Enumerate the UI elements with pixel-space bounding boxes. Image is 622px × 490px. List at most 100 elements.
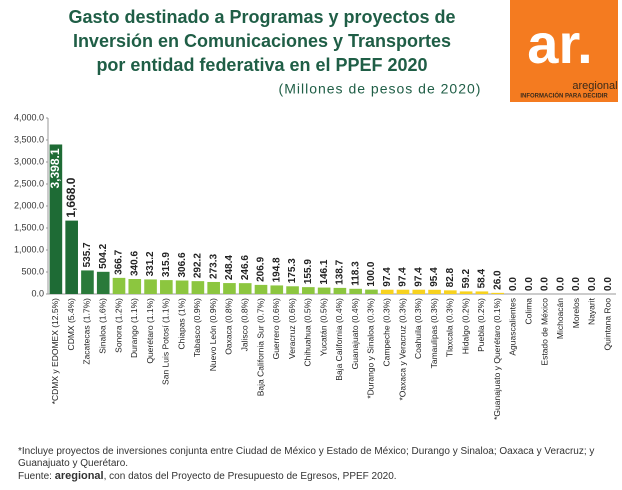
x-tick-label: Jalisco (0.8%) <box>239 298 249 352</box>
value-label: 82.8 <box>445 267 456 287</box>
value-label: 292.2 <box>193 253 204 278</box>
x-tick-label: San Luis Potosí (1.1%) <box>161 298 171 385</box>
value-label: 118.3 <box>350 261 361 286</box>
x-tick-label: *Durango y Sinaloa (0.3%) <box>366 298 376 399</box>
value-label: 97.4 <box>413 267 424 287</box>
logo-mark: ar. <box>527 12 592 75</box>
value-label: 0.0 <box>508 277 519 291</box>
bar <box>459 291 473 294</box>
source: Fuente: aregional, con datos del Proyect… <box>18 470 616 483</box>
bar <box>475 291 489 294</box>
y-tick-label: 2,000.0 <box>14 200 44 210</box>
x-tick-label: Quintana Roo <box>602 298 612 351</box>
value-label: 246.6 <box>240 255 251 280</box>
bar <box>444 290 457 294</box>
bar <box>96 271 110 294</box>
bar <box>160 280 173 294</box>
x-tick-label: Tabasco (0.9%) <box>192 298 202 357</box>
x-tick-label: Nayarit <box>587 297 597 325</box>
value-label: 248.4 <box>224 255 235 280</box>
x-tick-label: Chihuahua (0.5%) <box>303 298 313 367</box>
bar <box>270 285 284 294</box>
bar <box>286 286 299 294</box>
bar <box>81 270 94 294</box>
x-tick-label: Aguascalientes <box>508 298 518 356</box>
y-tick-label: 2,500.0 <box>14 178 44 188</box>
source-rest: , con datos del Proyecto de Presupuesto … <box>103 471 397 482</box>
x-tick-label: Sinaloa (1.6%) <box>97 298 107 354</box>
bar <box>333 287 347 294</box>
value-label: 0.0 <box>524 277 535 291</box>
value-label: 0.0 <box>603 277 614 291</box>
x-tick-label: Chiapas (1%) <box>176 298 186 350</box>
bar <box>207 281 220 294</box>
x-tick-label: Hidalgo (0.2%) <box>460 298 470 354</box>
bar <box>302 287 315 294</box>
x-tick-label: Tamaulipas (0.3%) <box>429 298 439 369</box>
x-tick-label: Durango (1.1%) <box>129 298 139 358</box>
bar <box>238 283 252 294</box>
bar <box>254 284 268 294</box>
x-tick-label: Tlaxcala (0.3%) <box>445 298 455 357</box>
y-tick-label: 4,000.0 <box>14 112 44 122</box>
value-label: 306.6 <box>177 252 188 277</box>
y-tick-label: 0.0 <box>31 288 44 298</box>
x-tick-label: Michoacán <box>555 298 565 339</box>
x-tick-label: Guanajuato (0.4%) <box>350 298 360 370</box>
bar <box>396 289 410 294</box>
x-tick-label: Baja California Sur (0.7%) <box>255 298 265 396</box>
value-label: 100.0 <box>366 261 377 286</box>
value-label: 3,398.1 <box>48 148 62 188</box>
value-label: 155.9 <box>303 259 314 284</box>
bar <box>223 283 236 294</box>
bar <box>428 289 441 294</box>
y-tick-label: 1,000.0 <box>14 244 44 254</box>
footnote-block: *Incluye proyectos de inversiones conjun… <box>18 446 616 483</box>
bar <box>49 144 63 294</box>
x-tick-label: Colima <box>523 298 533 325</box>
y-tick-label: 500.0 <box>21 266 44 276</box>
chart-title: Gasto destinado a Programas y proyectos … <box>68 7 455 27</box>
x-tick-label: Guerrero (0.6%) <box>271 298 281 360</box>
value-label: 0.0 <box>587 277 598 291</box>
value-label: 95.4 <box>429 267 440 287</box>
y-tick-label: 1,500.0 <box>14 222 44 232</box>
value-label: 315.9 <box>161 252 172 277</box>
x-tick-label: *Oaxaca y Veracruz (0.3%) <box>397 298 407 401</box>
value-label: 273.3 <box>208 254 219 279</box>
value-label: 504.2 <box>98 243 109 268</box>
x-tick-label: CDMX (5.4%) <box>66 298 76 351</box>
value-label: 340.6 <box>129 251 140 276</box>
value-label: 138.7 <box>335 259 346 284</box>
logo-box <box>510 0 618 102</box>
value-label: 97.4 <box>398 267 409 287</box>
x-tick-label: Nuevo León (0.9%) <box>208 298 218 371</box>
bar <box>112 277 126 294</box>
x-tick-label: Morelos <box>571 298 581 328</box>
value-label: 0.0 <box>555 277 566 291</box>
source-prefix: Fuente: <box>18 471 52 482</box>
x-tick-label: Querétaro (1.1%) <box>145 298 155 364</box>
bar <box>491 292 504 294</box>
value-label: 58.4 <box>477 269 488 289</box>
logo-brand: aregional <box>572 80 617 92</box>
bar <box>65 220 78 294</box>
footnote: *Incluye proyectos de inversiones conjun… <box>18 446 595 469</box>
value-label: 206.9 <box>256 256 267 281</box>
bar <box>144 279 157 294</box>
x-tick-label: Veracruz (0.6%) <box>287 298 297 359</box>
bar <box>380 289 394 294</box>
value-label: 175.3 <box>287 258 298 283</box>
x-tick-label: *Guanajuato y Querétaro (0.1%) <box>492 298 502 420</box>
value-label: 1,668.0 <box>64 177 78 217</box>
value-label: 59.2 <box>461 268 472 288</box>
value-label: 0.0 <box>571 277 582 291</box>
value-label: 535.7 <box>82 242 93 267</box>
value-label: 146.1 <box>319 259 330 284</box>
chart-subtitle: (Millones de pesos de 2020) <box>279 81 482 97</box>
x-tick-label: Puebla (0.2%) <box>476 298 486 352</box>
source-brand: aregional <box>54 470 104 482</box>
x-tick-label: *CDMX y EDOMEX (12.5%) <box>50 298 60 404</box>
value-label: 331.2 <box>145 251 156 276</box>
